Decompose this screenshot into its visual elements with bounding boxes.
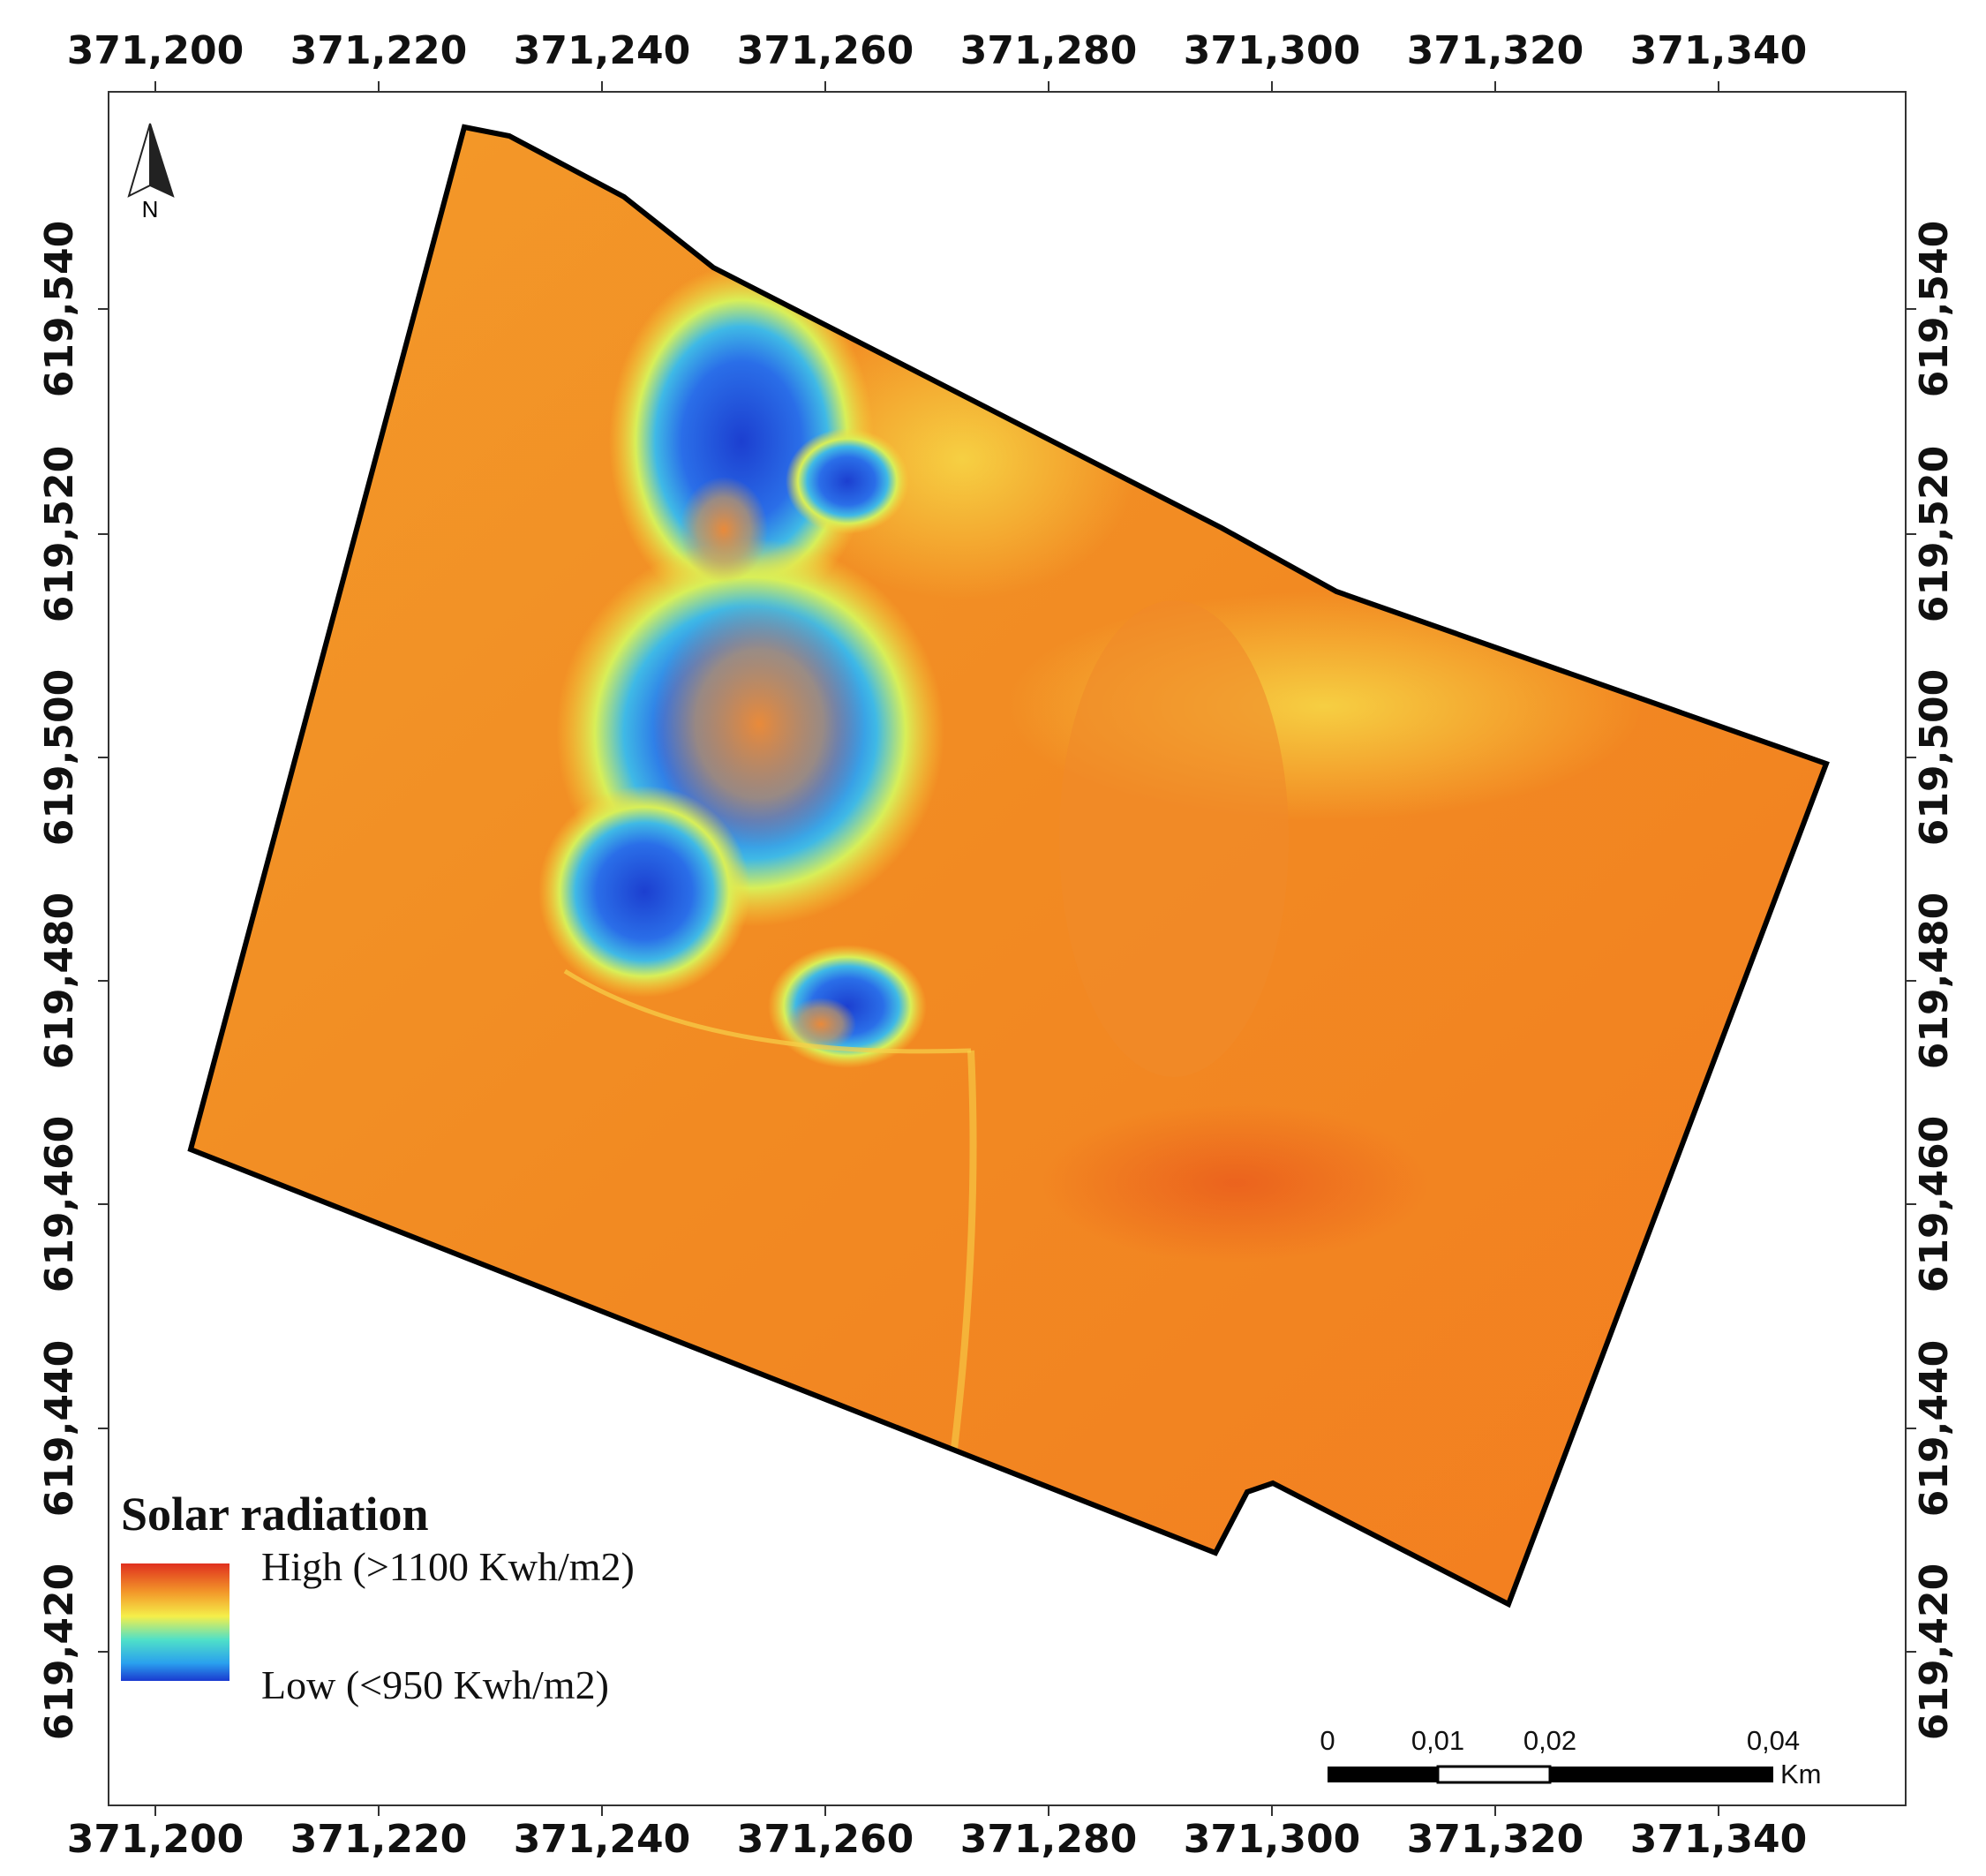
x-tick-label: 371,300 xyxy=(1184,28,1360,73)
x-tick-label: 371,220 xyxy=(290,1817,467,1862)
scale-bar xyxy=(1328,1765,1773,1784)
y-tick-label: 619,540 xyxy=(1912,221,1957,397)
x-tick-label: 371,280 xyxy=(960,28,1137,73)
y-tick-label: 619,440 xyxy=(37,1340,82,1517)
x-tick-label: 371,340 xyxy=(1630,1817,1807,1862)
y-tick-label: 619,440 xyxy=(1912,1340,1957,1517)
x-tick-label: 371,220 xyxy=(290,28,467,73)
legend-high: High (>1100 Kwh/m2) xyxy=(261,1544,635,1589)
scale-label: 0,04 xyxy=(1747,1725,1800,1756)
scale-label: 0,02 xyxy=(1523,1725,1576,1756)
x-tick-label: 371,320 xyxy=(1407,28,1584,73)
legend-ramp xyxy=(121,1563,229,1681)
north-arrow xyxy=(127,123,175,198)
y-tick-label: 619,480 xyxy=(37,893,82,1069)
x-tick-label: 371,260 xyxy=(737,28,914,73)
x-tick-label: 371,200 xyxy=(67,28,244,73)
legend-low: Low (<950 Kwh/m2) xyxy=(261,1662,609,1707)
x-tick-label: 371,240 xyxy=(514,28,690,73)
x-tick-label: 371,300 xyxy=(1184,1817,1360,1862)
x-tick-label: 371,280 xyxy=(960,1817,1137,1862)
y-tick-label: 619,420 xyxy=(37,1563,82,1740)
x-tick-label: 371,320 xyxy=(1407,1817,1584,1862)
x-tick-label: 371,340 xyxy=(1630,28,1807,73)
y-tick-label: 619,540 xyxy=(37,221,82,397)
y-tick-label: 619,500 xyxy=(37,669,82,846)
y-tick-label: 619,420 xyxy=(1912,1563,1957,1740)
y-tick-label: 619,460 xyxy=(1912,1116,1957,1292)
y-tick-label: 619,520 xyxy=(1912,446,1957,622)
y-tick-label: 619,480 xyxy=(1912,893,1957,1069)
scale-label: 0,01 xyxy=(1411,1725,1464,1756)
legend-title: Solar radiation xyxy=(121,1488,429,1541)
x-tick-label: 371,260 xyxy=(737,1817,914,1862)
x-tick-label: 371,240 xyxy=(514,1817,690,1862)
y-tick-label: 619,520 xyxy=(37,446,82,622)
north-label: N xyxy=(142,196,159,222)
y-tick-label: 619,500 xyxy=(1912,669,1957,846)
scale-unit: Km xyxy=(1780,1759,1822,1789)
y-tick-label: 619,460 xyxy=(37,1116,82,1292)
scale-label: 0 xyxy=(1320,1725,1335,1756)
site-boundary xyxy=(187,124,1830,1609)
x-tick-label: 371,200 xyxy=(67,1817,244,1862)
